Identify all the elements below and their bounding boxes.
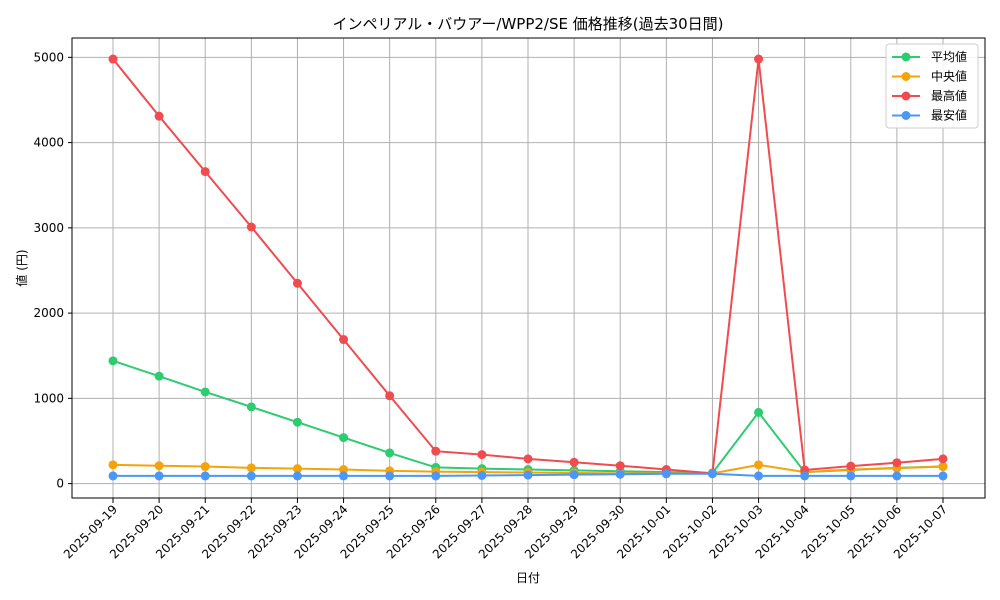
data-point xyxy=(846,471,856,481)
series-lines xyxy=(108,54,948,481)
data-point xyxy=(846,461,856,471)
data-point xyxy=(108,471,118,481)
data-point xyxy=(431,446,441,456)
data-point xyxy=(754,460,764,470)
y-tick-label: 4000 xyxy=(33,136,64,150)
x-axis-ticks: 2025-09-192025-09-202025-09-212025-09-22… xyxy=(61,498,950,561)
data-point xyxy=(385,471,395,481)
data-point xyxy=(569,457,579,467)
data-point xyxy=(200,462,210,472)
data-point xyxy=(200,387,210,397)
data-point xyxy=(292,417,302,427)
legend-entry: 最安値 xyxy=(931,108,967,123)
data-point xyxy=(108,460,118,470)
data-point xyxy=(292,471,302,481)
y-tick-label: 2000 xyxy=(33,306,64,320)
data-point xyxy=(200,471,210,481)
data-point xyxy=(754,471,764,481)
legend-entry: 最高値 xyxy=(931,88,967,103)
data-point xyxy=(108,356,118,366)
data-point xyxy=(523,470,533,480)
data-point xyxy=(154,111,164,121)
data-point xyxy=(246,463,256,473)
legend-entry: 中央値 xyxy=(931,69,967,84)
y-tick-label: 3000 xyxy=(33,221,64,235)
data-point xyxy=(754,54,764,64)
data-point xyxy=(615,469,625,479)
data-point xyxy=(892,471,902,481)
data-point xyxy=(292,278,302,288)
chart-title: インペリアル・バウアー/WPP2/SE 価格推移(過去30日間) xyxy=(332,15,723,33)
data-point xyxy=(339,471,349,481)
data-point xyxy=(431,471,441,481)
data-point xyxy=(339,465,349,475)
data-point xyxy=(292,464,302,474)
y-axis-ticks: 0 1000 2000 3000 4000 5000 xyxy=(33,50,72,491)
series-最高値 xyxy=(108,54,948,478)
data-point xyxy=(569,470,579,480)
y-tick-label: 5000 xyxy=(33,50,64,64)
data-point xyxy=(615,461,625,471)
data-point xyxy=(246,222,256,232)
y-tick-label: 0 xyxy=(56,477,64,491)
data-point xyxy=(754,407,764,417)
data-point xyxy=(385,448,395,458)
data-point xyxy=(800,471,810,481)
data-point xyxy=(938,462,948,472)
series-最安値 xyxy=(108,469,948,481)
data-point xyxy=(661,469,671,479)
data-point xyxy=(477,471,487,481)
y-axis-label: 値 (円) xyxy=(14,249,29,286)
y-tick-label: 1000 xyxy=(33,391,64,405)
data-point xyxy=(154,371,164,381)
data-point xyxy=(938,454,948,464)
data-point xyxy=(246,402,256,412)
data-point xyxy=(154,461,164,471)
data-point xyxy=(707,469,717,479)
data-point xyxy=(339,335,349,345)
data-point xyxy=(938,471,948,481)
data-point xyxy=(477,450,487,460)
data-point xyxy=(339,433,349,443)
data-point xyxy=(246,471,256,481)
data-point xyxy=(200,167,210,177)
data-point xyxy=(154,471,164,481)
grid-lines xyxy=(72,38,985,498)
x-axis-label: 日付 xyxy=(516,571,540,585)
data-point xyxy=(892,458,902,468)
data-point xyxy=(385,391,395,401)
data-point xyxy=(108,54,118,64)
data-point xyxy=(523,454,533,464)
legend-entry: 平均値 xyxy=(931,49,967,64)
